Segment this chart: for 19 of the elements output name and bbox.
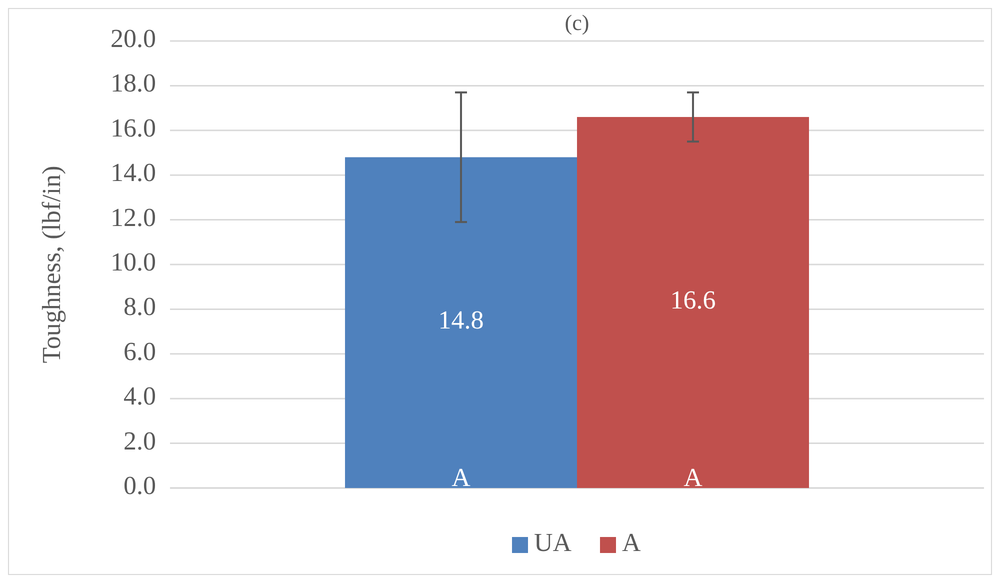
y-tick-label: 18.0: [110, 68, 156, 98]
data-label: 14.8: [438, 306, 484, 335]
y-tick-label: 10.0: [110, 247, 156, 276]
legend-label: A: [622, 528, 641, 557]
y-tick-label: 2.0: [124, 426, 156, 456]
y-tick-label: 8.0: [124, 292, 156, 322]
data-label: 16.6: [670, 285, 716, 314]
y-tick-label: 20.0: [110, 24, 156, 53]
annotation: A: [452, 463, 471, 492]
y-tick-label: 4.0: [124, 382, 156, 411]
y-tick-label: 0.0: [124, 470, 156, 500]
annotation: A: [684, 463, 703, 492]
legend-label: UA: [534, 528, 572, 557]
y-tick-label: 6.0: [124, 336, 156, 366]
y-tick-label: 12.0: [110, 202, 156, 232]
y-axis-title: Toughness, (lbf/in): [37, 166, 66, 364]
chart-title: (c): [564, 10, 590, 35]
y-tick-label: 16.0: [110, 113, 156, 142]
y-tick-label: 14.0: [110, 158, 156, 188]
